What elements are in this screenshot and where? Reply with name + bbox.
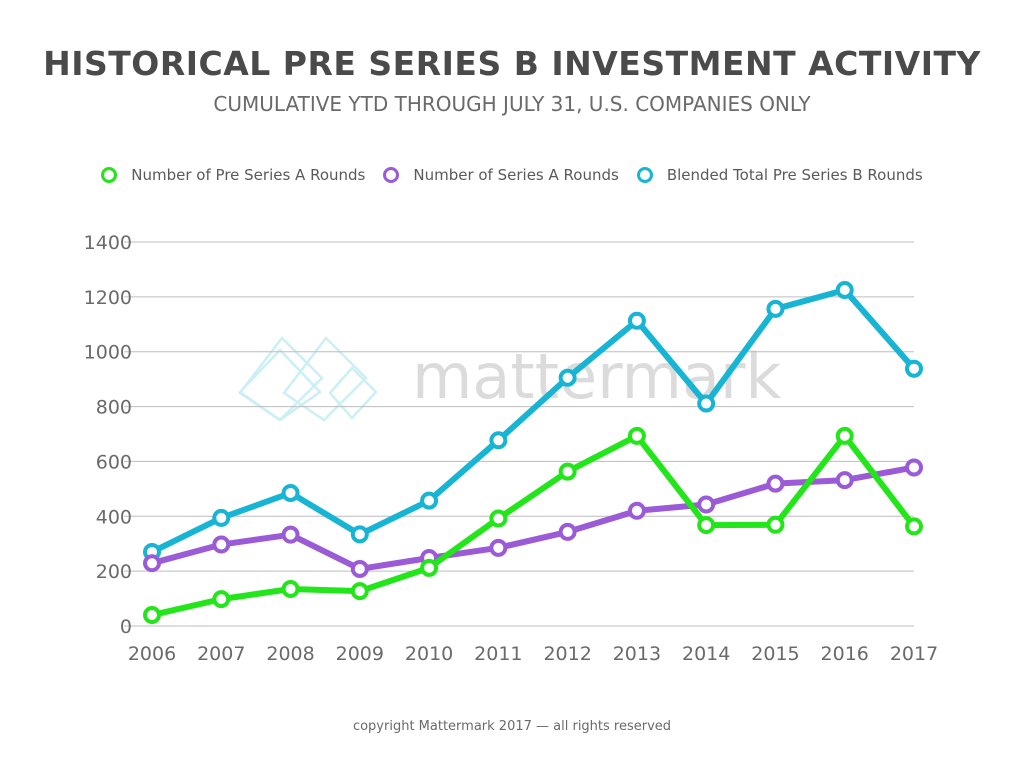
legend-item-series-a: Number of Series A Rounds: [383, 166, 619, 184]
data-point-1-2009: [350, 559, 369, 578]
x-axis: 2006 2007 2008 2009 2010 2011 2012 2013 2014 2015…: [128, 643, 938, 665]
data-point-1-2011: [489, 538, 508, 557]
x-tick-label-2014: 2014: [682, 643, 730, 665]
x-tick-label-2013: 2013: [613, 643, 661, 665]
y-tick-label-1200: 1200: [84, 287, 132, 309]
chart-subtitle: CUMULATIVE YTD THROUGH JULY 31, U.S. COM…: [213, 92, 811, 116]
legend-item-blended-total: Blended Total Pre Series B Rounds: [636, 166, 923, 184]
data-point-2-2014: [697, 394, 716, 413]
data-point-1-2012: [558, 522, 577, 541]
gridlines: [124, 241, 914, 627]
data-point-1-2013: [627, 501, 646, 520]
legend-label-series-a: Number of Series A Rounds: [413, 166, 619, 184]
y-tick-label-200: 200: [96, 561, 132, 583]
x-tick-label-2015: 2015: [751, 643, 799, 665]
data-point-0-2016: [835, 426, 854, 445]
data-point-1-2007: [212, 535, 231, 554]
series-1: [143, 458, 923, 578]
data-point-0-2013: [627, 426, 646, 445]
data-point-2-2007: [212, 508, 231, 527]
y-axis: 0 200 400 600 800 1000 1200 1400: [84, 232, 132, 638]
series-group: [143, 281, 923, 625]
data-point-0-2012: [558, 462, 577, 481]
x-tick-label-2008: 2008: [266, 643, 314, 665]
data-point-1-2006: [143, 554, 161, 573]
data-point-0-2014: [697, 516, 716, 535]
x-tick-label-2006: 2006: [128, 643, 176, 665]
data-point-1-2017: [905, 458, 923, 477]
y-tick-label-0: 0: [120, 616, 132, 638]
data-point-2-2012: [558, 368, 577, 387]
legend-label-blended-total: Blended Total Pre Series B Rounds: [666, 166, 923, 184]
x-tick-label-2009: 2009: [336, 643, 384, 665]
data-point-1-2014: [697, 495, 716, 514]
series-line-1: [151, 464, 915, 572]
data-point-2-2011: [489, 431, 508, 450]
legend-marker-blended-total: [636, 167, 653, 183]
chart-title: HISTORICAL PRE SERIES B INVESTMENT ACTIV…: [43, 44, 981, 83]
data-point-2-2009: [350, 525, 369, 544]
data-point-2-2013: [627, 311, 646, 330]
series-0: [143, 426, 923, 625]
data-point-1-2015: [766, 474, 785, 493]
data-point-2-2016: [835, 281, 854, 299]
x-tick-label-2007: 2007: [197, 643, 245, 665]
legend-marker-series-a: [383, 167, 400, 183]
x-tick-label-2010: 2010: [405, 643, 453, 665]
data-point-0-2015: [766, 515, 785, 534]
legend-label-pre-series-a: Number of Pre Series A Rounds: [131, 166, 366, 184]
data-point-0-2007: [212, 590, 231, 609]
data-point-0-2011: [489, 509, 508, 528]
data-point-0-2006: [143, 606, 161, 625]
x-tick-label-2011: 2011: [474, 643, 522, 665]
copyright-footer: copyright Mattermark 2017 — all rights r…: [352, 719, 672, 734]
series-line-0: [151, 432, 917, 618]
series-line-2: [150, 287, 917, 555]
legend: Number of Pre Series A Rounds Number of …: [0, 166, 1024, 184]
y-tick-label-600: 600: [96, 451, 132, 473]
data-point-2-2008: [281, 483, 300, 502]
legend-marker-pre-series-a: [101, 167, 118, 183]
data-point-2-2010: [420, 491, 439, 510]
data-point-0-2017: [905, 517, 923, 536]
data-point-1-2016: [835, 471, 854, 490]
x-tick-label-2012: 2012: [543, 643, 591, 665]
y-tick-label-1400: 1400: [84, 232, 132, 254]
data-point-2-2015: [766, 299, 785, 318]
legend-item-pre-series-a: Number of Pre Series A Rounds: [101, 166, 365, 184]
series-2: [143, 281, 923, 561]
y-tick-label-400: 400: [96, 506, 132, 528]
y-tick-label-800: 800: [96, 397, 132, 419]
data-point-0-2010: [420, 558, 439, 577]
data-point-1-2008: [281, 525, 300, 544]
data-point-0-2008: [281, 579, 300, 598]
data-point-0-2009: [350, 582, 369, 601]
data-point-2-2017: [905, 359, 923, 378]
x-tick-label-2017: 2017: [890, 643, 938, 665]
y-tick-label-1000: 1000: [84, 342, 132, 364]
x-tick-label-2016: 2016: [821, 643, 869, 665]
